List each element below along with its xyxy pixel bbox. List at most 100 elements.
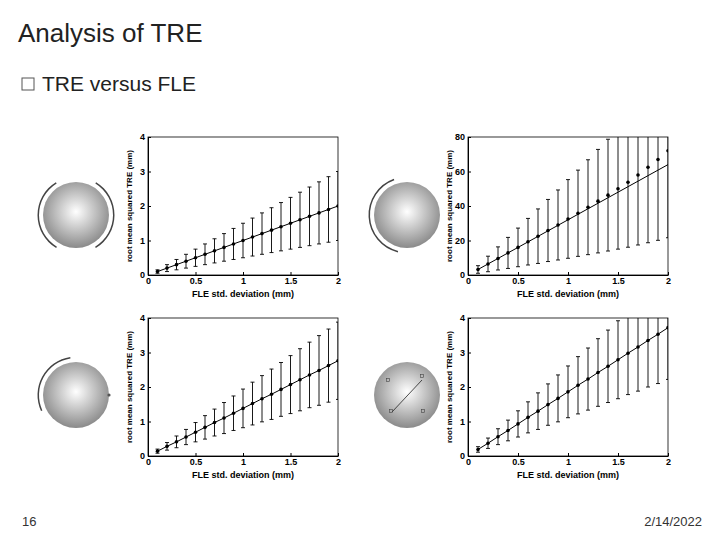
error-bar-cap <box>279 416 283 417</box>
plot-frame <box>148 137 338 275</box>
data-point <box>184 259 188 263</box>
data-point <box>596 199 600 203</box>
x-tick-label: 0.5 <box>512 276 525 286</box>
error-bar-cap <box>232 228 236 229</box>
error-bar-cap <box>289 413 293 414</box>
data-point <box>496 257 500 261</box>
error-bar-cap <box>232 395 236 396</box>
error-bar <box>213 239 217 263</box>
x-tick: 0.5 <box>190 272 203 286</box>
error-bar-cap <box>526 218 530 219</box>
error-bar-cap <box>496 428 500 429</box>
x-tick: 1 <box>566 272 571 286</box>
y-tick-label: 80 <box>455 132 465 142</box>
error-bar-cap <box>232 430 236 431</box>
head-icon <box>368 179 440 253</box>
error-bar-cap <box>626 247 630 248</box>
data-point <box>194 430 198 434</box>
x-tick-label: 1.5 <box>612 457 625 467</box>
x-tick: 0.5 <box>512 453 525 467</box>
error-bar-cap <box>279 362 283 363</box>
error-bar <box>496 429 500 445</box>
data-point <box>546 403 550 407</box>
error-bar-stem <box>638 137 639 245</box>
error-bar <box>476 266 480 274</box>
x-tick-label: 1 <box>241 457 246 467</box>
data-point <box>476 268 480 272</box>
error-bar-cap <box>486 448 490 449</box>
error-bar-cap <box>656 240 660 241</box>
error-bar <box>298 349 302 411</box>
fiducial-arc <box>95 182 114 248</box>
error-bar <box>260 376 264 422</box>
error-bar-cap <box>576 170 580 171</box>
y-tick: 2 <box>460 382 471 392</box>
data-point <box>165 266 169 270</box>
head-circle <box>374 362 440 428</box>
bullet-box <box>22 78 34 90</box>
error-bar <box>165 265 169 272</box>
y-tick-label: 0 <box>460 270 465 280</box>
error-bar-cap <box>241 427 245 428</box>
data-point <box>279 388 283 392</box>
error-bar-cap <box>175 435 179 436</box>
error-bar-cap <box>506 440 510 441</box>
error-bar-cap <box>586 254 590 255</box>
plot-area <box>156 322 339 453</box>
data-point <box>241 239 245 243</box>
error-bar-cap <box>626 394 630 395</box>
fiducial-marker <box>387 379 390 382</box>
y-tick-mark <box>148 206 151 207</box>
error-bar <box>546 199 550 261</box>
data-point <box>184 435 188 439</box>
data-point <box>536 409 540 413</box>
error-bar-cap <box>556 189 560 190</box>
data-point <box>336 359 338 363</box>
error-bar-cap <box>270 207 274 208</box>
y-axis-title: root mean squared TRE (mm) <box>125 331 134 443</box>
error-bar <box>536 209 540 264</box>
x-tick-label: 0.5 <box>512 457 525 467</box>
y-axis: 01234 <box>140 313 151 461</box>
data-point <box>251 235 255 239</box>
error-bar-cap <box>194 266 198 267</box>
data-point <box>175 263 179 267</box>
y-tick: 0 <box>140 451 151 461</box>
x-tick-label: 0 <box>466 457 471 467</box>
x-tick-label: 1 <box>566 457 571 467</box>
data-point <box>165 445 169 449</box>
error-bar-cap <box>546 261 550 262</box>
error-bar-cap <box>222 261 226 262</box>
y-axis: 020406080 <box>455 132 471 280</box>
error-bar-cap <box>298 247 302 248</box>
plot-area <box>156 172 339 274</box>
x-tick: 1 <box>566 453 571 467</box>
x-tick-label: 2 <box>336 276 341 286</box>
error-bar-cap <box>336 171 338 172</box>
chart: 00.511.5201234FLE std. deviation (mm)roo… <box>445 276 671 480</box>
error-bar-cap <box>336 240 338 241</box>
error-bar-cap <box>327 329 331 330</box>
error-bar-cap <box>213 262 217 263</box>
y-tick-label: 0 <box>460 451 465 461</box>
y-tick-mark <box>148 353 151 354</box>
error-bar-cap <box>546 425 550 426</box>
error-bar-cap <box>213 238 217 239</box>
error-bar-stem <box>648 137 649 243</box>
error-bar <box>596 339 600 407</box>
y-tick: 4 <box>140 132 151 142</box>
x-tick-label: 0.5 <box>190 276 203 286</box>
error-bar <box>241 223 245 258</box>
x-tick: 2 <box>666 453 671 467</box>
error-bar-cap <box>327 242 331 243</box>
data-point <box>327 364 331 368</box>
y-tick-label: 40 <box>455 201 465 211</box>
data-point <box>656 158 660 162</box>
error-bar <box>546 384 550 425</box>
x-tick: 1.5 <box>612 453 625 467</box>
plot-area <box>476 137 668 273</box>
error-bar-cap <box>596 406 600 407</box>
x-tick: 2 <box>336 453 341 467</box>
error-bar-cap <box>666 237 668 238</box>
data-point <box>213 421 217 425</box>
